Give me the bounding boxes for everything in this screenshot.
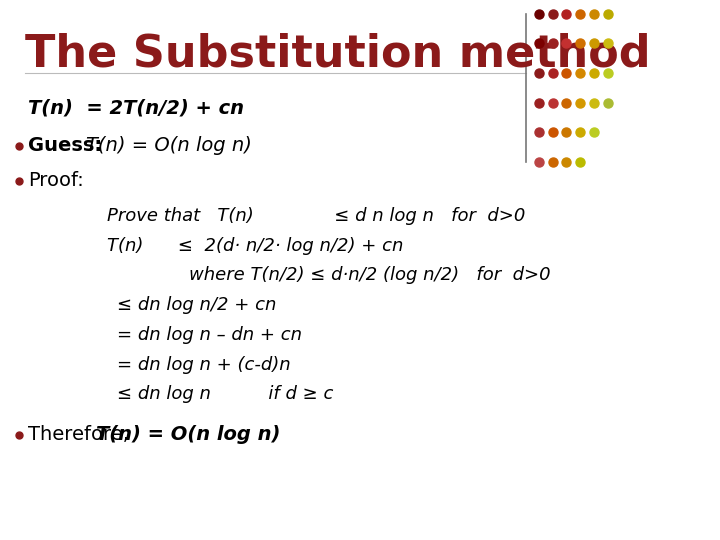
Text: Guess:: Guess: — [28, 136, 102, 156]
Text: ≤ dn log n          if d ≥ c: ≤ dn log n if d ≥ c — [117, 385, 333, 403]
Text: T(n) = O(n log n): T(n) = O(n log n) — [96, 425, 281, 444]
Text: = dn log n + (c-d)n: = dn log n + (c-d)n — [117, 355, 290, 374]
Text: The Substitution method: The Substitution method — [25, 32, 651, 76]
Text: ≤ dn log n/2 + cn: ≤ dn log n/2 + cn — [117, 296, 276, 314]
Text: T(n)  = 2T(n/2) + cn: T(n) = 2T(n/2) + cn — [28, 98, 244, 118]
Text: T(n) = O(n log n): T(n) = O(n log n) — [86, 136, 252, 156]
Text: T(n)      ≤  2(d· n/2· log n/2) + cn: T(n) ≤ 2(d· n/2· log n/2) + cn — [107, 237, 403, 255]
Text: Proof:: Proof: — [28, 171, 84, 191]
Text: Prove that   T(n)              ≤ d n log n   for  d>0: Prove that T(n) ≤ d n log n for d>0 — [107, 207, 526, 225]
Text: where T(n/2) ≤ d·n/2 (log n/2)   for  d>0: where T(n/2) ≤ d·n/2 (log n/2) for d>0 — [189, 266, 551, 285]
Text: Therefore,: Therefore, — [28, 425, 129, 444]
Text: = dn log n – dn + cn: = dn log n – dn + cn — [117, 326, 302, 344]
